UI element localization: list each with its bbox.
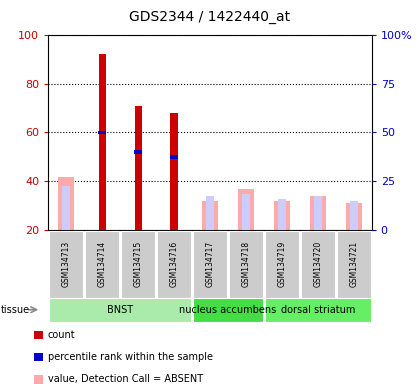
Text: GSM134721: GSM134721 bbox=[349, 241, 358, 287]
Bar bbox=[310, 196, 326, 230]
Bar bbox=[62, 186, 70, 230]
Bar bbox=[242, 194, 250, 230]
Text: GSM134713: GSM134713 bbox=[62, 241, 71, 287]
Text: GSM134714: GSM134714 bbox=[98, 241, 107, 287]
Bar bbox=[314, 196, 322, 230]
Text: GSM134715: GSM134715 bbox=[134, 241, 143, 287]
Bar bbox=[346, 204, 362, 230]
Bar bbox=[134, 106, 142, 230]
Text: GSM134718: GSM134718 bbox=[241, 241, 250, 287]
Text: tissue: tissue bbox=[1, 305, 30, 315]
Bar bbox=[58, 177, 74, 230]
Bar bbox=[170, 155, 178, 159]
Text: GSM134717: GSM134717 bbox=[205, 241, 215, 287]
Text: GSM134716: GSM134716 bbox=[170, 241, 178, 287]
Bar bbox=[238, 189, 254, 230]
Bar bbox=[350, 201, 358, 230]
Bar bbox=[134, 150, 142, 154]
Text: percentile rank within the sample: percentile rank within the sample bbox=[48, 352, 213, 362]
Bar bbox=[171, 113, 178, 230]
Text: value, Detection Call = ABSENT: value, Detection Call = ABSENT bbox=[48, 374, 203, 384]
Text: GSM134720: GSM134720 bbox=[313, 241, 322, 287]
Text: GDS2344 / 1422440_at: GDS2344 / 1422440_at bbox=[129, 10, 291, 23]
Bar bbox=[278, 199, 286, 230]
Bar bbox=[274, 201, 290, 230]
Bar bbox=[98, 131, 106, 134]
Text: count: count bbox=[48, 330, 76, 340]
Bar bbox=[99, 54, 106, 230]
Text: GSM134719: GSM134719 bbox=[277, 241, 286, 287]
Text: nucleus accumbens: nucleus accumbens bbox=[179, 305, 277, 315]
Bar bbox=[206, 196, 214, 230]
Text: BNST: BNST bbox=[107, 305, 133, 315]
Text: dorsal striatum: dorsal striatum bbox=[281, 305, 355, 315]
Bar bbox=[202, 201, 218, 230]
